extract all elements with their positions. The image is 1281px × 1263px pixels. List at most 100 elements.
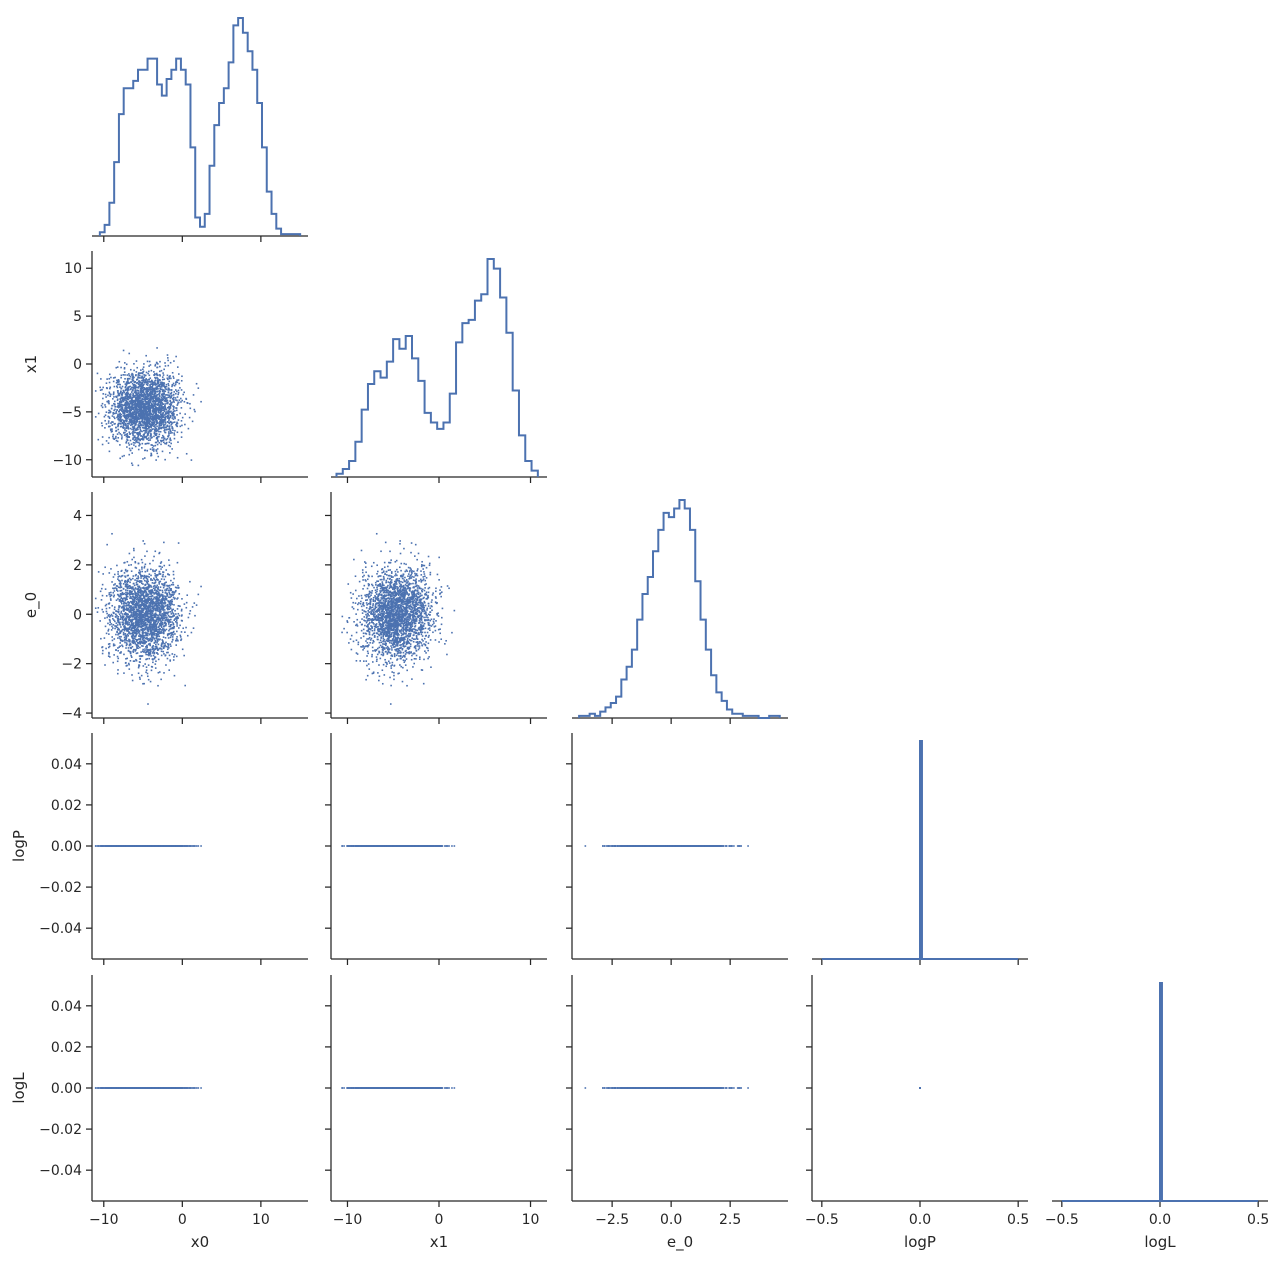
- scatter-point: [156, 448, 159, 450]
- scatter-point: [133, 609, 135, 611]
- scatter-point: [96, 372, 99, 375]
- scatter-point: [139, 410, 142, 413]
- scatter-point: [109, 616, 111, 618]
- scatter-point: [123, 633, 125, 636]
- scatter-point: [162, 407, 164, 410]
- scatter-point: [119, 581, 122, 583]
- scatter-point: [132, 416, 134, 419]
- scatter-point: [104, 419, 106, 422]
- scatter-point: [128, 643, 131, 646]
- scatter-point: [126, 404, 129, 406]
- scatter-point: [180, 420, 183, 422]
- scatter-point: [176, 639, 179, 641]
- scatter-point: [135, 594, 137, 597]
- scatter-point: [166, 613, 169, 615]
- scatter-point: [138, 594, 140, 597]
- scatter-point: [150, 383, 152, 385]
- scatter-point: [139, 637, 142, 639]
- scatter-point: [173, 421, 176, 423]
- scatter-point: [101, 388, 103, 391]
- scatter-point: [120, 616, 122, 619]
- scatter-point: [134, 436, 136, 439]
- scatter-point: [158, 426, 160, 429]
- scatter-point: [173, 416, 176, 418]
- scatter-point: [153, 629, 155, 631]
- scatter-point: [119, 595, 122, 597]
- scatter-point: [140, 424, 143, 426]
- scatter-point: [154, 628, 157, 631]
- scatter-point: [162, 403, 165, 406]
- scatter-point: [155, 600, 158, 602]
- scatter-point: [137, 624, 139, 627]
- scatter-point: [155, 394, 158, 397]
- scatter-point: [162, 619, 164, 622]
- scatter-point: [156, 636, 158, 638]
- scatter-point: [142, 406, 144, 409]
- scatter-point: [152, 618, 154, 620]
- scatter-point: [127, 393, 129, 395]
- scatter-point: [173, 625, 176, 628]
- scatter-point: [169, 593, 171, 596]
- scatter-point: [148, 429, 151, 432]
- scatter-point: [132, 407, 134, 410]
- scatter-point: [157, 594, 159, 596]
- scatter-point: [157, 387, 159, 390]
- scatter-point: [149, 604, 152, 606]
- scatter-point: [125, 627, 128, 630]
- scatter-point: [111, 424, 114, 426]
- scatter-point: [125, 617, 128, 620]
- scatter-point: [168, 375, 171, 378]
- scatter-point: [129, 632, 132, 635]
- scatter-point: [125, 400, 128, 402]
- scatter-point: [129, 591, 132, 594]
- scatter-point: [157, 404, 159, 406]
- scatter-point: [139, 643, 142, 645]
- scatter-point: [142, 400, 144, 403]
- scatter-point: [188, 416, 191, 419]
- scatter-point: [174, 597, 176, 600]
- scatter-point: [178, 373, 180, 375]
- scatter-point: [169, 399, 172, 402]
- scatter-point: [145, 388, 148, 391]
- scatter-point: [167, 357, 169, 359]
- scatter-point: [168, 628, 171, 631]
- scatter-point: [170, 389, 173, 391]
- scatter-point: [145, 604, 148, 606]
- scatter-point: [155, 591, 157, 594]
- scatter-point: [104, 566, 106, 569]
- scatter-point: [134, 410, 136, 413]
- scatter-point: [171, 653, 174, 655]
- scatter-point: [119, 622, 121, 624]
- scatter-point: [145, 429, 148, 432]
- scatter-point: [155, 430, 158, 432]
- scatter-point: [147, 401, 150, 403]
- scatter-point: [131, 623, 134, 626]
- scatter-point: [171, 598, 173, 601]
- scatter-point: [128, 352, 131, 355]
- scatter-point: [141, 609, 143, 612]
- scatter-point: [137, 399, 139, 401]
- scatter-point: [147, 399, 150, 402]
- scatter-point: [117, 394, 119, 397]
- scatter-point: [128, 377, 130, 380]
- scatter-point: [132, 428, 135, 431]
- scatter-point: [129, 419, 131, 421]
- scatter-point: [123, 420, 125, 423]
- scatter-point: [121, 410, 124, 413]
- scatter-point: [155, 408, 157, 411]
- scatter-point: [156, 429, 159, 432]
- scatter-point: [156, 397, 159, 400]
- scatter-point: [164, 387, 166, 389]
- scatter-point: [124, 377, 126, 380]
- scatter-point: [138, 396, 141, 398]
- scatter-point: [158, 389, 161, 392]
- scatter-point: [143, 383, 145, 386]
- scatter-point: [162, 603, 164, 605]
- scatter-point: [168, 425, 171, 428]
- scatter-point: [114, 583, 116, 585]
- scatter-point: [168, 619, 171, 621]
- scatter-point: [165, 624, 167, 626]
- scatter-point: [151, 591, 153, 594]
- scatter-point: [139, 610, 142, 613]
- scatter-point: [148, 653, 151, 656]
